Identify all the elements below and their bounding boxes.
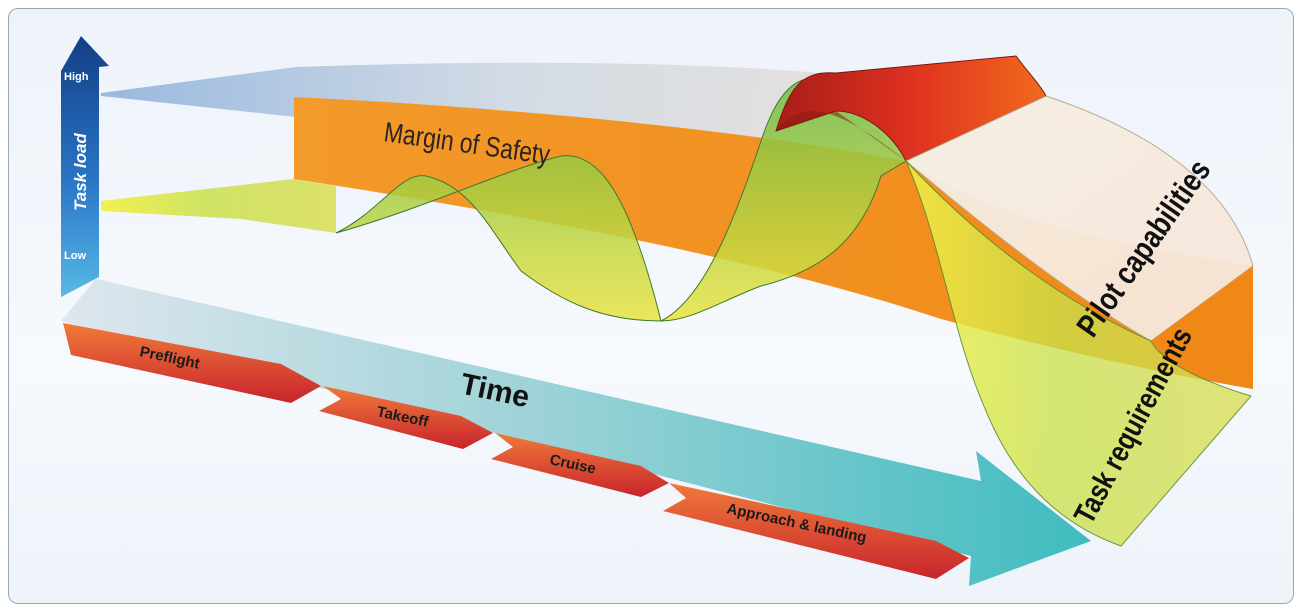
phase-ribbons	[63, 323, 969, 579]
task-load-label: Task load	[71, 133, 90, 211]
diagram-frame: High Low Task load Preflight Takeoff Cru…	[8, 8, 1294, 604]
peak-demand-surface	[775, 55, 1047, 162]
phase-ribbon-takeoff	[319, 386, 493, 449]
margin-edge	[1151, 266, 1253, 389]
task-load-arrow	[61, 36, 109, 297]
axis-high-label: High	[64, 71, 89, 83]
task-requirements-band-start	[101, 179, 336, 233]
task-requirements-tail	[905, 160, 1252, 547]
phase-ribbon-cruise	[491, 433, 669, 497]
axis-low-label: Low	[64, 250, 86, 262]
phase-ribbon-preflight	[63, 323, 321, 403]
time-arrow	[61, 279, 1091, 586]
phase-ribbon-approach	[663, 483, 969, 579]
task-load-diagram: High Low Task load Preflight Takeoff Cru…	[61, 36, 1254, 586]
